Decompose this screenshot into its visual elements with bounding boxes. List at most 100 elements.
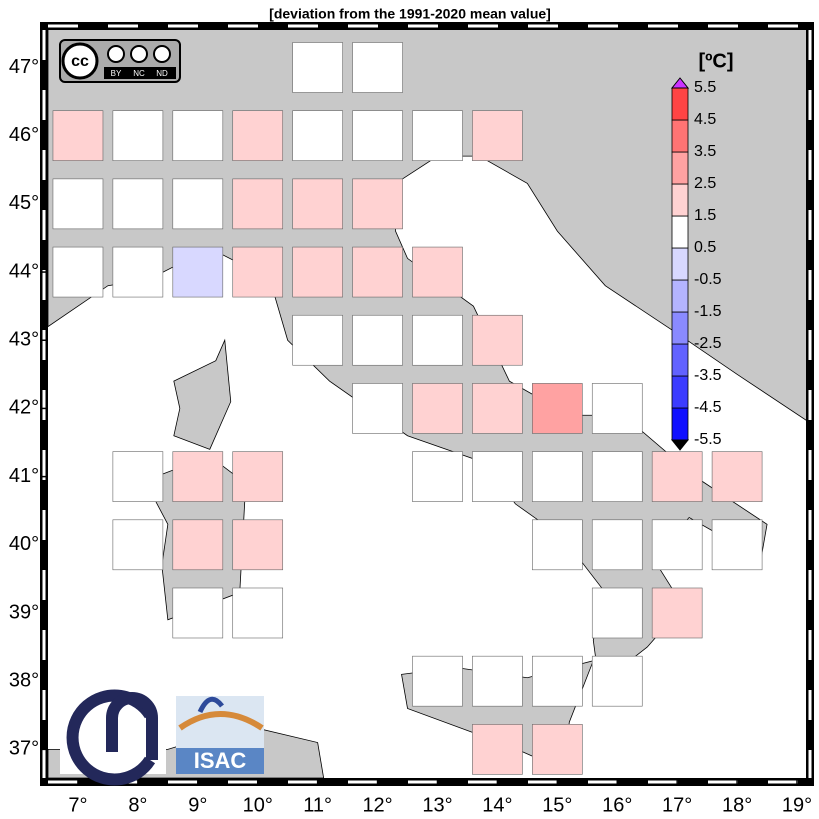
x-tick-label: 14° bbox=[482, 794, 512, 816]
colorbar-bin bbox=[671, 119, 689, 153]
colorbar-bin bbox=[671, 151, 689, 185]
anomaly-cell bbox=[172, 519, 224, 571]
anomaly-cell bbox=[591, 587, 643, 639]
anomaly-cell bbox=[52, 246, 104, 298]
y-tick-label: 41° bbox=[9, 465, 39, 487]
anomaly-cell bbox=[172, 178, 224, 230]
anomaly-cell bbox=[591, 383, 643, 434]
anomaly-cell bbox=[472, 383, 523, 434]
frame bbox=[40, 22, 814, 786]
anomaly-cell bbox=[412, 110, 463, 161]
colorbar-bin bbox=[671, 183, 689, 217]
anomaly-cell bbox=[292, 42, 343, 93]
anomaly-cell bbox=[292, 246, 343, 298]
anomaly-cell bbox=[172, 110, 224, 161]
anomaly-cell bbox=[112, 519, 164, 571]
anomaly-cell bbox=[112, 178, 164, 230]
anomaly-cell bbox=[292, 110, 343, 161]
anomaly-cell bbox=[232, 178, 284, 230]
anomaly-cell bbox=[112, 246, 164, 298]
colorbar-tick-label: -3.5 bbox=[694, 367, 722, 384]
anomaly-cell bbox=[532, 383, 583, 434]
colorbar-bin bbox=[671, 215, 689, 249]
anomaly-cell bbox=[232, 246, 284, 298]
landmass bbox=[173, 338, 232, 450]
anomaly-cell bbox=[472, 110, 523, 161]
anomaly-cell bbox=[292, 178, 343, 230]
colorbar-tick-label: -5.5 bbox=[694, 431, 722, 448]
colorbar-tick-label: 1.5 bbox=[694, 207, 716, 224]
anomaly-cell bbox=[112, 451, 164, 502]
anomaly-cell bbox=[352, 314, 403, 366]
x-tick-label: 10° bbox=[243, 794, 273, 816]
y-tick-label: 40° bbox=[9, 533, 39, 555]
colorbar-tick-label: -2.5 bbox=[694, 335, 722, 352]
anomaly-cell bbox=[52, 110, 104, 161]
anomaly-cell bbox=[172, 246, 224, 298]
colorbar-tick-label: 5.5 bbox=[694, 79, 716, 96]
anomaly-cell bbox=[472, 451, 523, 502]
anomaly-cell bbox=[412, 383, 463, 434]
anomaly-cell bbox=[591, 451, 643, 502]
x-tick-label: 7° bbox=[68, 794, 87, 816]
x-tick-label: 13° bbox=[422, 794, 452, 816]
anomaly-cell bbox=[532, 724, 583, 775]
cc-by: BY bbox=[111, 69, 122, 78]
anomaly-cell bbox=[472, 655, 523, 707]
x-tick-label: 11° bbox=[303, 794, 332, 816]
title: [deviation from the 1991-2020 mean value… bbox=[269, 6, 551, 22]
colorbar-bin bbox=[671, 247, 689, 281]
anomaly-cell bbox=[352, 178, 403, 230]
y-tick-label: 42° bbox=[9, 397, 39, 419]
anomaly-cell bbox=[292, 314, 343, 366]
y-tick-label: 47° bbox=[9, 56, 39, 78]
cc-nc: NC bbox=[133, 69, 145, 78]
y-tick-label: 37° bbox=[9, 738, 39, 760]
colorbar-bin bbox=[671, 407, 689, 441]
colorbar-min-arrow bbox=[670, 439, 690, 451]
anomaly-cell bbox=[172, 451, 224, 502]
anomaly-cell bbox=[352, 246, 403, 298]
colorbar-tick-label: 4.5 bbox=[694, 111, 716, 128]
anomaly-cell bbox=[232, 110, 284, 161]
cc-logo: cc BY NC ND bbox=[59, 39, 181, 83]
anomaly-cell bbox=[711, 519, 763, 571]
anomaly-cell bbox=[532, 655, 583, 707]
anomaly-cell bbox=[472, 724, 523, 775]
anomaly-cell bbox=[232, 587, 284, 639]
anomaly-cell bbox=[232, 451, 284, 502]
y-tick-label: 39° bbox=[9, 601, 39, 623]
anomaly-cell bbox=[352, 383, 403, 434]
x-tick-label: 9° bbox=[188, 794, 207, 816]
cc-nd: ND bbox=[156, 69, 168, 78]
colorbar-tick-label: -0.5 bbox=[694, 271, 722, 288]
colorbar-bin bbox=[671, 343, 689, 377]
axes: 7° 8° 9° 10° 11° 12° 13° 14° 15° 16° 17° 18° 19° 37° 3… bbox=[9, 56, 812, 816]
x-tick-label: 8° bbox=[128, 794, 147, 816]
anomaly-cell bbox=[52, 178, 104, 230]
colorbar: -5.5 -4.5 -3.5 -2.5 -1.5 -0.5 0.5 1.5 2.5 3.5 4.5 5… bbox=[670, 50, 734, 451]
x-tick-label: 17° bbox=[662, 794, 692, 816]
y-tick-label: 46° bbox=[9, 124, 39, 146]
anomaly-cell bbox=[472, 314, 523, 366]
cells bbox=[52, 42, 763, 775]
cc-text: cc bbox=[71, 53, 89, 70]
anomaly-cell bbox=[412, 655, 463, 707]
anomaly-cell bbox=[352, 42, 403, 93]
anomaly-cell bbox=[591, 655, 643, 707]
y-tick-label: 45° bbox=[9, 192, 39, 214]
colorbar-tick-label: 3.5 bbox=[694, 143, 716, 160]
anomaly-cell bbox=[651, 519, 703, 571]
anomaly-cell bbox=[412, 246, 463, 298]
x-tick-label: 16° bbox=[602, 794, 632, 816]
colorbar-bin bbox=[671, 87, 689, 121]
isac-text: ISAC bbox=[194, 748, 247, 773]
x-tick-label: 15° bbox=[542, 794, 572, 816]
y-tick-label: 44° bbox=[9, 260, 39, 282]
anomaly-cell bbox=[352, 110, 403, 161]
anomaly-cell bbox=[412, 314, 463, 366]
anomaly-cell bbox=[112, 110, 164, 161]
y-tick-label: 43° bbox=[9, 329, 39, 351]
colorbar-max-arrow bbox=[670, 77, 690, 89]
